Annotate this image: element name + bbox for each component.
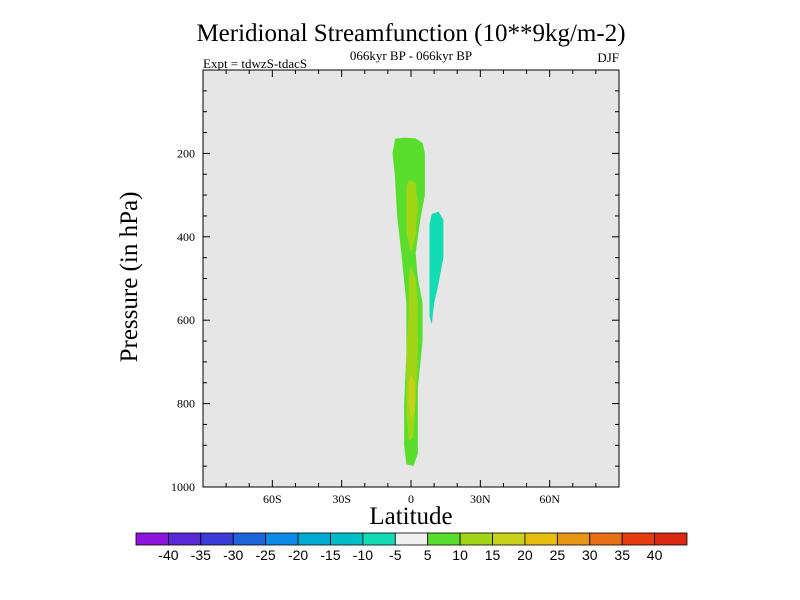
chart-subtitle-season: DJF xyxy=(597,50,619,65)
x-tick-label: 30S xyxy=(332,492,351,506)
colorbar-swatch xyxy=(492,532,526,546)
y-tick-label: 1000 xyxy=(171,480,195,494)
colorbar-swatch xyxy=(589,532,623,546)
colorbar-label: 40 xyxy=(647,547,663,563)
colorbar-label: 20 xyxy=(517,547,533,563)
y-tick-label: 400 xyxy=(177,230,195,244)
colorbar-label: 30 xyxy=(582,547,598,563)
colorbar-swatch xyxy=(135,532,169,546)
axis-ticks: 60S 30S 0 30N 60N 200 400 600 800 1000 xyxy=(171,70,619,506)
contour-negative-cell-minus5-minus10 xyxy=(429,211,444,325)
colorbar-swatch xyxy=(330,532,364,546)
colorbar-label: 15 xyxy=(485,547,501,563)
x-tick-label: 60S xyxy=(263,492,282,506)
chart-subtitle-period: 066kyr BP - 066kyr BP xyxy=(350,48,472,63)
colorbar-swatch xyxy=(394,532,429,546)
colorbar-swatch xyxy=(232,532,267,546)
colorbar-swatch xyxy=(427,532,461,546)
colorbar-label: -25 xyxy=(255,547,275,563)
colorbar-label: -5 xyxy=(389,547,402,563)
colorbar-swatch xyxy=(459,532,493,546)
colorbar-swatch xyxy=(168,532,202,546)
chart-subtitle-experiment: Expt = tdwzS-tdacS xyxy=(203,56,307,71)
colorbar-swatch xyxy=(200,532,234,546)
colorbar-label: 25 xyxy=(550,547,566,563)
y-tick-label: 800 xyxy=(177,397,195,411)
x-tick-label: 0 xyxy=(408,492,414,506)
x-axis-label: Latitude xyxy=(369,503,452,530)
contour-regions xyxy=(392,137,444,467)
x-tick-label: 30N xyxy=(470,492,491,506)
colorbar-label: -30 xyxy=(223,547,243,563)
colorbar-swatch xyxy=(524,532,558,546)
y-tick-label: 600 xyxy=(177,313,195,327)
y-axis-label: Pressure (in hPa) xyxy=(116,192,143,363)
colorbar-swatch xyxy=(297,532,331,546)
chart-title: Meridional Streamfunction (10**9kg/m-2) xyxy=(196,20,625,47)
colorbar-swatch xyxy=(654,532,688,546)
colorbar-swatch xyxy=(265,532,299,546)
colorbar-label: -40 xyxy=(158,547,178,563)
colorbar-label: 5 xyxy=(424,547,432,563)
colorbar-swatch xyxy=(556,532,591,546)
colorbar-swatch xyxy=(621,532,655,546)
colorbar-label: 10 xyxy=(452,547,468,563)
colorbar-swatch xyxy=(362,532,396,546)
contour-positive-cell-10-15-upper xyxy=(406,180,418,254)
colorbar-label: -10 xyxy=(353,547,373,563)
colorbar-label: -20 xyxy=(288,547,308,563)
colorbar: -40 -35 -30 -25 -20 -15 -10 -5 5 10 15 20 25 30 35 40 xyxy=(135,532,688,563)
colorbar-label: -15 xyxy=(320,547,340,563)
contour-positive-cell-15-20-core xyxy=(408,374,415,419)
y-tick-label: 200 xyxy=(177,146,195,160)
colorbar-label: 35 xyxy=(614,547,630,563)
colorbar-label: -35 xyxy=(191,547,211,563)
x-tick-label: 60N xyxy=(539,492,560,506)
